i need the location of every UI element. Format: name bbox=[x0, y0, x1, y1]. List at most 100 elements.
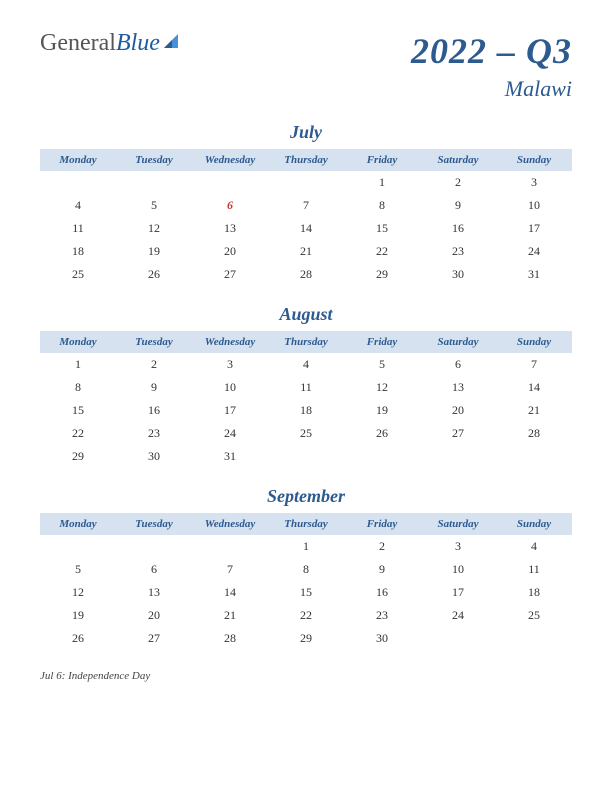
month-block: July MondayTuesdayWednesdayThursdayFriday… bbox=[40, 122, 572, 286]
logo: GeneralBlue bbox=[40, 30, 180, 57]
calendar-cell: 16 bbox=[420, 217, 496, 240]
calendar-cell: 5 bbox=[40, 558, 116, 581]
calendar-cell: 4 bbox=[268, 353, 344, 376]
day-header: Saturday bbox=[420, 331, 496, 353]
holiday-list: Jul 6: Independence Day bbox=[40, 670, 572, 682]
calendar-row: 15161718192021 bbox=[40, 399, 572, 422]
calendar-cell: 5 bbox=[116, 194, 192, 217]
calendar-cell: 20 bbox=[116, 604, 192, 627]
logo-blue-text: Blue bbox=[116, 30, 160, 57]
calendar-cell: 14 bbox=[496, 376, 572, 399]
calendar-row: 1234 bbox=[40, 535, 572, 558]
calendar-cell: 1 bbox=[40, 353, 116, 376]
calendar-row: 18192021222324 bbox=[40, 240, 572, 263]
day-header: Sunday bbox=[496, 331, 572, 353]
calendar-table: MondayTuesdayWednesdayThursdayFridaySatu… bbox=[40, 331, 572, 468]
calendar-row: 12131415161718 bbox=[40, 581, 572, 604]
calendar-row: 123 bbox=[40, 171, 572, 194]
calendar-cell: 20 bbox=[192, 240, 268, 263]
calendar-table: MondayTuesdayWednesdayThursdayFridaySatu… bbox=[40, 149, 572, 286]
calendar-cell: 6 bbox=[116, 558, 192, 581]
calendar-cell: 24 bbox=[420, 604, 496, 627]
calendar-cell: 4 bbox=[40, 194, 116, 217]
calendar-cell: 18 bbox=[496, 581, 572, 604]
calendar-cell: 21 bbox=[496, 399, 572, 422]
calendar-cell: 12 bbox=[116, 217, 192, 240]
calendar-cell: 26 bbox=[344, 422, 420, 445]
calendar-row: 567891011 bbox=[40, 558, 572, 581]
calendar-cell: 10 bbox=[420, 558, 496, 581]
calendar-cell: 22 bbox=[344, 240, 420, 263]
calendar-cell: 13 bbox=[116, 581, 192, 604]
calendar-cell: 7 bbox=[496, 353, 572, 376]
calendar-cell: 31 bbox=[192, 445, 268, 468]
day-header: Monday bbox=[40, 513, 116, 535]
title-block: 2022 – Q3 Malawi bbox=[411, 30, 572, 102]
calendar-cell: 27 bbox=[192, 263, 268, 286]
calendar-row: 22232425262728 bbox=[40, 422, 572, 445]
month-block: August MondayTuesdayWednesdayThursdayFrid… bbox=[40, 304, 572, 468]
calendar-cell: 29 bbox=[344, 263, 420, 286]
calendar-cell: 3 bbox=[192, 353, 268, 376]
calendar-row: 11121314151617 bbox=[40, 217, 572, 240]
location: Malawi bbox=[411, 76, 572, 102]
calendar-cell: 7 bbox=[268, 194, 344, 217]
calendar-cell: 8 bbox=[40, 376, 116, 399]
calendar-cell: 12 bbox=[40, 581, 116, 604]
calendar-cell: 8 bbox=[344, 194, 420, 217]
calendar-cell: 7 bbox=[192, 558, 268, 581]
calendar-cell: 23 bbox=[116, 422, 192, 445]
calendar-cell: 5 bbox=[344, 353, 420, 376]
quarter-title: 2022 – Q3 bbox=[411, 30, 572, 72]
calendar-cell: 26 bbox=[116, 263, 192, 286]
calendar-cell: 19 bbox=[344, 399, 420, 422]
calendar-cell: 1 bbox=[344, 171, 420, 194]
calendar-cell: 16 bbox=[344, 581, 420, 604]
calendar-cell: 10 bbox=[496, 194, 572, 217]
day-header: Friday bbox=[344, 513, 420, 535]
calendar-cell: 9 bbox=[344, 558, 420, 581]
calendar-cell: 6 bbox=[420, 353, 496, 376]
logo-general-text: General bbox=[40, 30, 116, 57]
calendar-cell: 2 bbox=[116, 353, 192, 376]
calendar-cell: 16 bbox=[116, 399, 192, 422]
month-name: July bbox=[40, 122, 572, 143]
calendar-cell bbox=[344, 445, 420, 468]
calendar-row: 891011121314 bbox=[40, 376, 572, 399]
calendar-cell: 28 bbox=[192, 627, 268, 650]
calendar-cell bbox=[192, 535, 268, 558]
calendar-cell bbox=[420, 627, 496, 650]
calendar-cell: 14 bbox=[268, 217, 344, 240]
calendar-cell: 21 bbox=[268, 240, 344, 263]
calendar-cell: 29 bbox=[268, 627, 344, 650]
calendar-cell: 25 bbox=[268, 422, 344, 445]
calendar-cell: 11 bbox=[268, 376, 344, 399]
month-name: September bbox=[40, 486, 572, 507]
calendar-cell: 23 bbox=[420, 240, 496, 263]
calendar-cell: 18 bbox=[40, 240, 116, 263]
calendar-cell: 15 bbox=[268, 581, 344, 604]
day-header: Thursday bbox=[268, 331, 344, 353]
day-header: Tuesday bbox=[116, 331, 192, 353]
calendar-cell: 9 bbox=[420, 194, 496, 217]
month-name: August bbox=[40, 304, 572, 325]
calendar-cell: 14 bbox=[192, 581, 268, 604]
calendar-cell bbox=[116, 171, 192, 194]
calendar-row: 1234567 bbox=[40, 353, 572, 376]
calendar-cell: 17 bbox=[420, 581, 496, 604]
calendar-cell: 15 bbox=[344, 217, 420, 240]
day-header: Thursday bbox=[268, 149, 344, 171]
calendar-cell: 10 bbox=[192, 376, 268, 399]
day-header: Monday bbox=[40, 149, 116, 171]
calendar-cell: 24 bbox=[496, 240, 572, 263]
calendar-cell: 19 bbox=[116, 240, 192, 263]
calendar-cell: 22 bbox=[40, 422, 116, 445]
calendar-cell: 20 bbox=[420, 399, 496, 422]
calendar-cell: 28 bbox=[268, 263, 344, 286]
calendar-cell: 17 bbox=[496, 217, 572, 240]
calendar-cell bbox=[116, 535, 192, 558]
calendar-cell: 27 bbox=[420, 422, 496, 445]
calendar-cell bbox=[496, 627, 572, 650]
day-header: Wednesday bbox=[192, 513, 268, 535]
header: GeneralBlue 2022 – Q3 Malawi bbox=[40, 30, 572, 102]
